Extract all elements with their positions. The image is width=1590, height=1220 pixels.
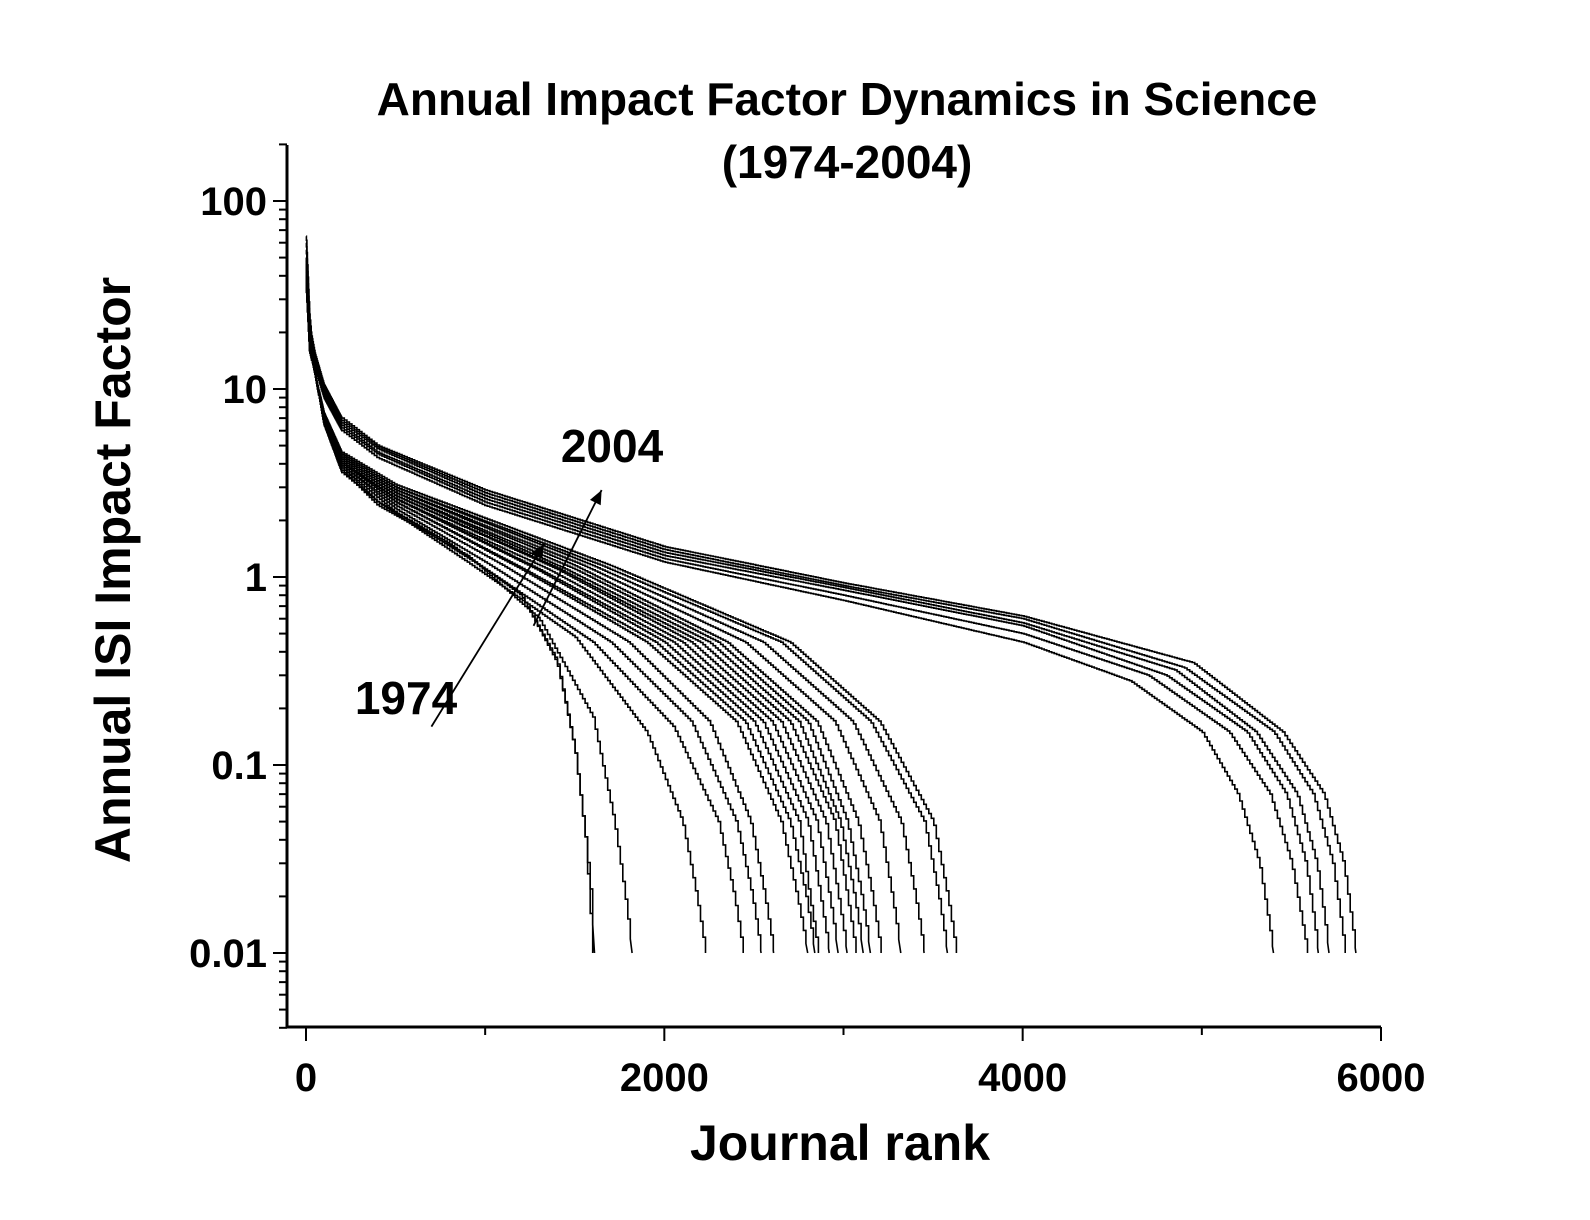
- x-tick-label: 2000: [620, 1056, 709, 1100]
- chart-title: Annual Impact Factor Dynamics in Science: [377, 73, 1318, 125]
- series-line: [305, 275, 820, 953]
- series-line: [305, 241, 596, 954]
- x-tick-label: 0: [295, 1056, 317, 1100]
- series-line: [305, 279, 857, 953]
- series-line: [305, 263, 1330, 954]
- y-tick-label: 0.1: [211, 744, 267, 788]
- y-tick-label: 1: [245, 556, 267, 600]
- series-line: [305, 279, 848, 954]
- series-line: [305, 256, 1357, 954]
- series-line: [305, 283, 882, 953]
- annotation-arrowhead: [531, 543, 545, 559]
- x-tick-label: 6000: [1337, 1056, 1426, 1100]
- annotation-arrowhead: [589, 490, 602, 506]
- y-tick-label: 100: [200, 180, 267, 224]
- annotation-arrow: [532, 489, 603, 627]
- series-line: [305, 288, 958, 953]
- x-tick-label: 4000: [978, 1056, 1067, 1100]
- series-line: [305, 271, 1309, 953]
- series-line: [305, 263, 762, 954]
- chart-subtitle: (1974-2004): [722, 136, 973, 188]
- series-line: [305, 271, 816, 954]
- series-line: [305, 267, 809, 954]
- annotation-arrow: [430, 543, 546, 728]
- annotation-label-2004: 2004: [561, 420, 664, 472]
- series-line: [305, 260, 1346, 953]
- y-tick-label: 0.01: [189, 932, 267, 976]
- y-tick-label: 10: [223, 368, 268, 412]
- x-axis-title: Journal rank: [690, 1115, 990, 1171]
- y-axis-title: Annual ISI Impact Factor: [85, 277, 141, 863]
- series-line: [305, 267, 1320, 954]
- plot-area: 0.01 0.1 1 10 100 0 2000 4000 6000 1974 2004: [189, 143, 1426, 1100]
- series-line: [305, 285, 902, 954]
- series-line: [305, 281, 864, 954]
- annotation-label-1974: 1974: [355, 672, 458, 724]
- series-line: [305, 288, 949, 954]
- series-line: [305, 275, 1275, 954]
